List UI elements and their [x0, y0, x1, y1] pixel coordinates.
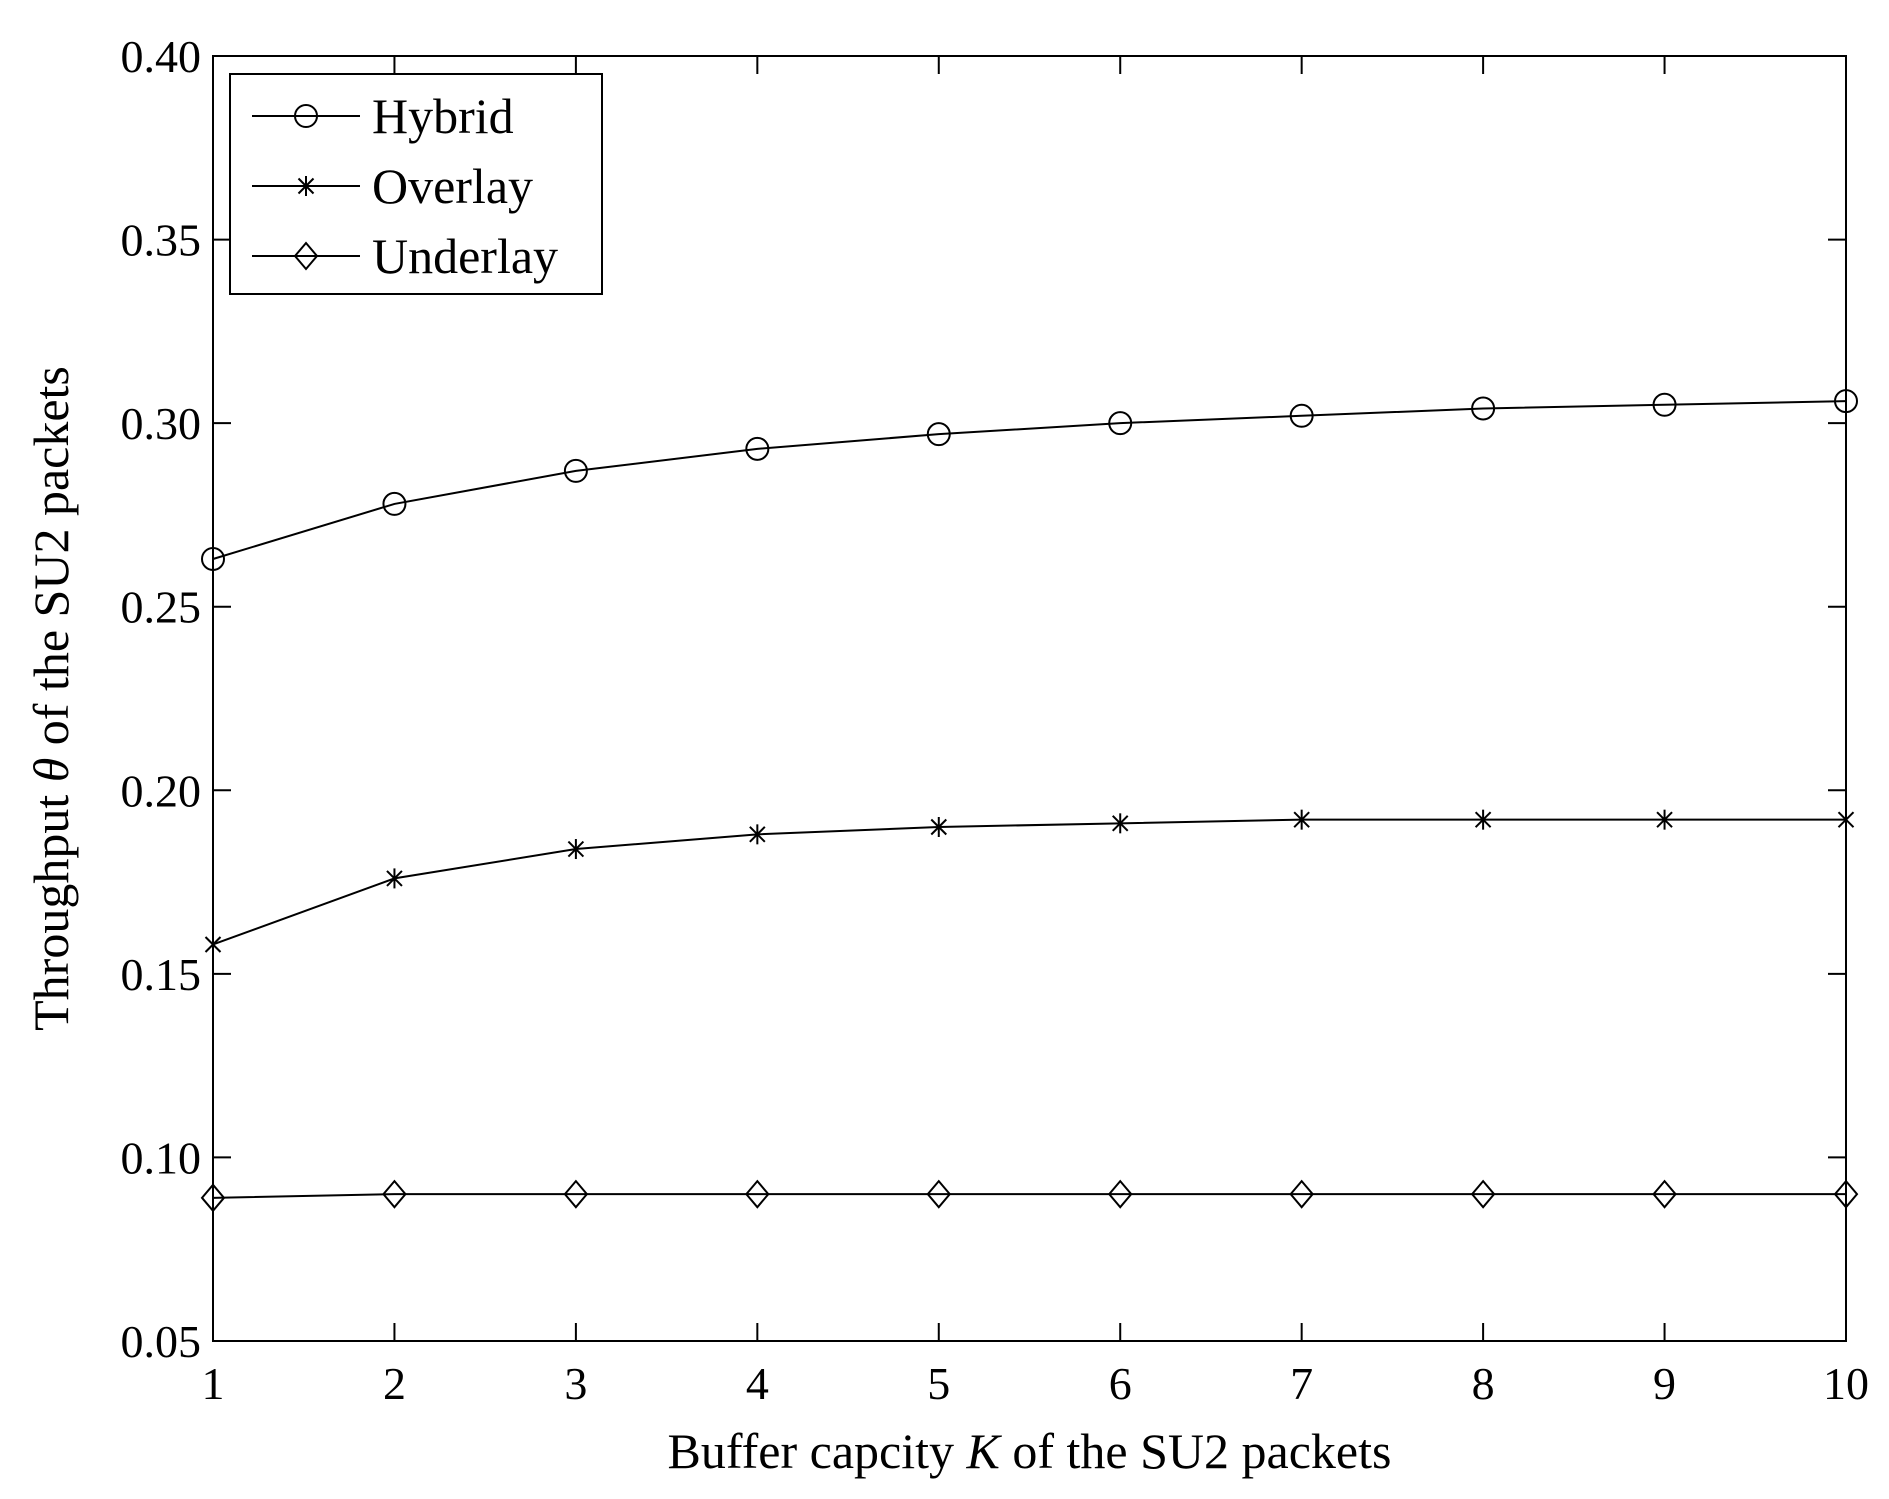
series-line-hybrid — [212, 400, 1847, 560]
legend-marker-overlay — [297, 176, 315, 196]
legend-label-underlay: Underlay — [372, 228, 558, 284]
data-point-overlay — [1474, 809, 1492, 830]
data-point-overlay — [1112, 813, 1129, 834]
data-point-overlay — [567, 839, 585, 860]
x-tick-label: 9 — [1653, 1358, 1676, 1409]
x-tick-label: 6 — [1109, 1358, 1132, 1409]
y-tick-label: 0.10 — [121, 1132, 202, 1183]
data-point-overlay — [1656, 809, 1673, 830]
y-tick-label: 0.20 — [121, 765, 202, 816]
legend-item-underlay: Underlay — [252, 228, 558, 284]
data-point-hybrid — [1652, 392, 1677, 417]
x-axis-title-prefix: Buffer capcity — [668, 1423, 967, 1479]
y-axis-title-symbol: θ — [23, 758, 79, 783]
legend: Hybrid Overlay Underlay — [229, 73, 603, 295]
series-layer — [200, 389, 1859, 1213]
data-point-overlay — [1293, 809, 1310, 830]
data-point-underlay — [1289, 1179, 1314, 1209]
data-point-hybrid — [1471, 396, 1496, 421]
legend-label-hybrid: Hybrid — [372, 88, 514, 144]
legend-box — [229, 73, 603, 295]
x-tick-label: 4 — [746, 1358, 769, 1409]
legend-marker-underlay — [293, 241, 319, 271]
x-axis-title: Buffer capcity K of the SU2 packets — [668, 1423, 1392, 1479]
data-point-underlay — [563, 1179, 589, 1209]
x-axis-title-suffix: of the SU2 packets — [1000, 1423, 1392, 1479]
data-point-underlay — [926, 1179, 952, 1209]
data-point-underlay — [745, 1179, 770, 1209]
data-point-hybrid — [563, 458, 588, 483]
y-axis-title-prefix: Throughput — [23, 782, 79, 1031]
data-point-overlay — [930, 817, 947, 837]
data-point-hybrid — [926, 422, 951, 447]
legend-marker-hybrid — [294, 104, 318, 128]
y-axis-title: Throughput θ of the SU2 packets — [23, 366, 79, 1031]
y-tick-label: 0.40 — [121, 31, 202, 82]
x-axis-title-symbol: K — [966, 1423, 1003, 1479]
y-tick-label: 0.25 — [121, 582, 202, 633]
legend-item-hybrid: Hybrid — [252, 88, 514, 144]
x-tick-label: 2 — [383, 1358, 406, 1409]
plot-frame — [212, 55, 1847, 1342]
data-point-hybrid — [745, 436, 770, 461]
legend-item-overlay: Overlay — [252, 158, 533, 214]
data-point-overlay — [386, 868, 403, 889]
data-point-overlay — [749, 824, 766, 845]
data-point-underlay — [382, 1179, 407, 1209]
x-tick-label: 7 — [1290, 1358, 1313, 1409]
y-axis-title-suffix: of the SU2 packets — [23, 366, 79, 758]
data-point-underlay — [1470, 1179, 1496, 1209]
x-tick-label: 10 — [1823, 1358, 1869, 1409]
series-line-underlay — [212, 1193, 1846, 1199]
series-underlay — [200, 1179, 1859, 1213]
y-tick-label: 0.35 — [121, 215, 202, 266]
data-point-hybrid — [1108, 411, 1133, 436]
legend-label-overlay: Overlay — [372, 158, 533, 214]
x-tick-label: 3 — [564, 1358, 587, 1409]
y-tick-label: 0.15 — [121, 949, 202, 1000]
data-point-hybrid — [1289, 403, 1314, 428]
x-tick-label: 1 — [202, 1358, 225, 1409]
data-point-underlay — [1107, 1179, 1133, 1209]
series-line-overlay — [212, 818, 1846, 946]
ticks-layer: 1 2 3 4 5 6 7 8 9 10 0.05 0.10 0.15 0.20 0.25 0.30 0.35 0… — [121, 31, 1870, 1409]
x-tick-label: 5 — [927, 1358, 950, 1409]
data-point-hybrid — [382, 491, 407, 516]
data-point-underlay — [1652, 1179, 1677, 1209]
y-tick-label: 0.05 — [121, 1316, 202, 1367]
x-tick-label: 8 — [1472, 1358, 1495, 1409]
y-tick-label: 0.30 — [121, 398, 202, 449]
